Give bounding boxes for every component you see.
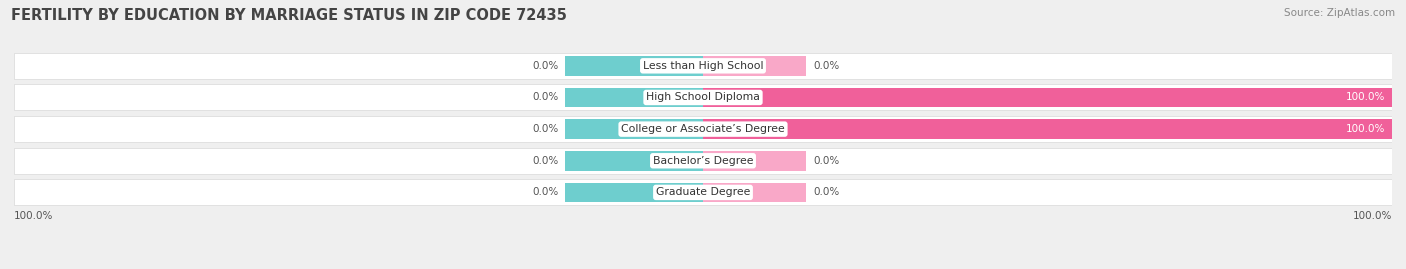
Text: 0.0%: 0.0% [531,187,558,197]
Bar [703,119,1392,139]
Bar [703,183,807,202]
Text: 100.0%: 100.0% [14,211,53,221]
Bar [565,88,703,107]
Bar [703,151,807,171]
Bar [14,116,1392,142]
Text: High School Diploma: High School Diploma [647,93,759,102]
Text: College or Associate’s Degree: College or Associate’s Degree [621,124,785,134]
Bar [703,56,807,76]
Bar [14,148,1392,174]
Text: Source: ZipAtlas.com: Source: ZipAtlas.com [1284,8,1395,18]
Text: 100.0%: 100.0% [1346,124,1385,134]
Bar [14,53,1392,79]
Text: 0.0%: 0.0% [813,156,839,166]
Bar [14,84,1392,111]
Text: Graduate Degree: Graduate Degree [655,187,751,197]
Text: 0.0%: 0.0% [531,93,558,102]
Text: Bachelor’s Degree: Bachelor’s Degree [652,156,754,166]
Text: 0.0%: 0.0% [531,124,558,134]
Text: 0.0%: 0.0% [813,61,839,71]
Text: 0.0%: 0.0% [813,187,839,197]
Text: 100.0%: 100.0% [1353,211,1392,221]
Bar [703,88,1392,107]
Text: Less than High School: Less than High School [643,61,763,71]
Bar [14,179,1392,206]
Text: 100.0%: 100.0% [1346,93,1385,102]
Bar [565,151,703,171]
Text: 0.0%: 0.0% [531,156,558,166]
Text: 0.0%: 0.0% [531,61,558,71]
Text: FERTILITY BY EDUCATION BY MARRIAGE STATUS IN ZIP CODE 72435: FERTILITY BY EDUCATION BY MARRIAGE STATU… [11,8,567,23]
Bar [565,119,703,139]
Bar [565,183,703,202]
Bar [565,56,703,76]
